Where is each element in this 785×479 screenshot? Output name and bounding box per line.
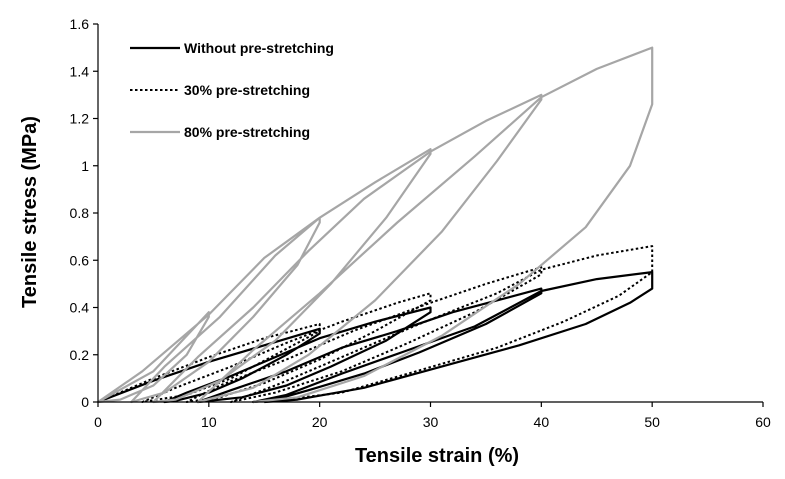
x-axis-title: Tensile strain (%) — [355, 445, 519, 467]
x-tick-label: 40 — [534, 414, 550, 430]
y-tick-label: 1.4 — [70, 63, 90, 79]
x-tick-label: 60 — [755, 414, 771, 430]
x-tick-label: 30 — [423, 414, 439, 430]
y-tick-label: 0.8 — [70, 205, 90, 221]
y-tick-label: 0 — [81, 394, 89, 410]
series-line-2 — [96, 46, 654, 404]
legend-label-0: Without pre-stretching — [184, 40, 334, 56]
y-tick-label: 0.4 — [70, 300, 90, 316]
y-tick-label: 0.2 — [70, 347, 90, 363]
legend-label-2: 80% pre-stretching — [184, 124, 310, 140]
y-tick-label: 1.6 — [70, 16, 90, 32]
series-line-1 — [97, 245, 654, 403]
series-layer — [96, 46, 654, 404]
axes-layer: 0 10 20 30 40 50 60 0 0.2 0.4 0.6 0.8 1 1.2 1.4 1.6 — [70, 16, 771, 430]
x-tick-label: 0 — [94, 414, 102, 430]
y-tick-label: 0.6 — [70, 252, 90, 268]
y-tick-label: 1.2 — [70, 111, 90, 127]
x-tick-label: 10 — [201, 414, 217, 430]
y-tick-label: 1 — [81, 158, 89, 174]
y-axis-title: Tensile stress (MPa) — [19, 116, 41, 308]
x-tick-label: 50 — [644, 414, 660, 430]
legend-label-1: 30% pre-stretching — [184, 82, 310, 98]
x-tick-label: 20 — [312, 414, 328, 430]
legend: Without pre-stretching 30% pre-stretching… — [130, 40, 334, 140]
